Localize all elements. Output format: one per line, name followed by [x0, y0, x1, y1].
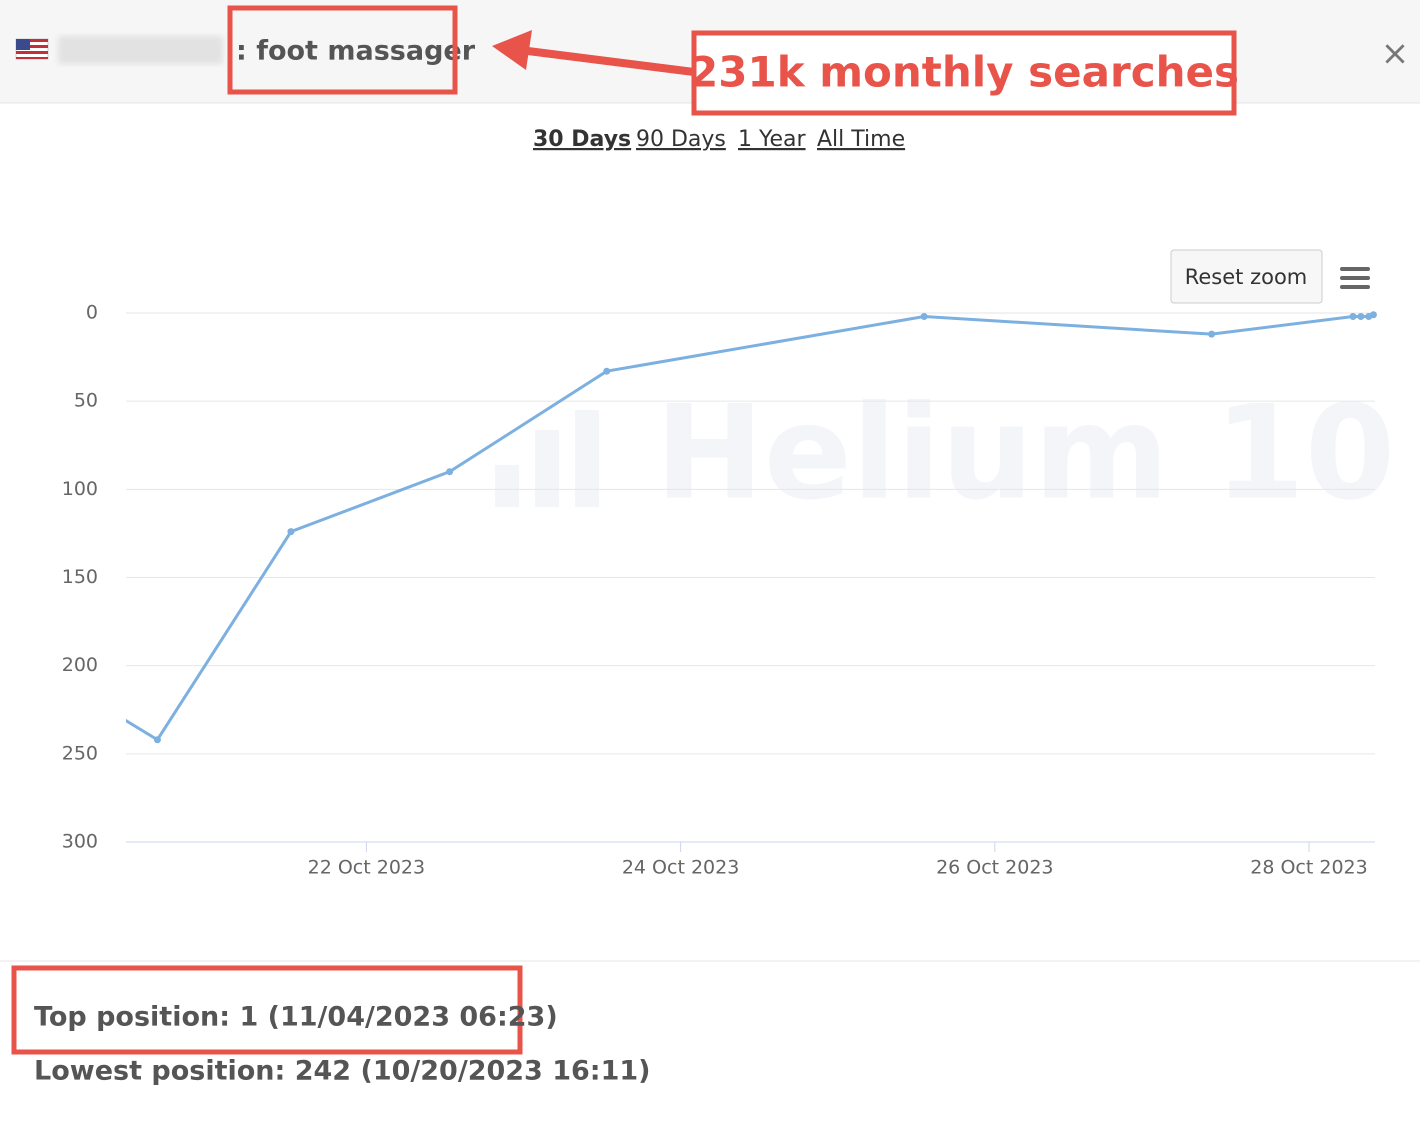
x-tick-label: 24 Oct 2023: [622, 857, 739, 879]
tab[interactable]: 1 Year: [738, 127, 807, 152]
highlight-box: [11, 965, 523, 1055]
y-tick-label: 100: [62, 478, 98, 500]
blurred-text: [58, 36, 223, 64]
x-tick-label: 22 Oct 2023: [308, 857, 425, 879]
arrow: [492, 30, 695, 76]
close-button[interactable]: ×: [1381, 34, 1410, 74]
point: [920, 313, 928, 321]
y-tick-label: 250: [62, 742, 98, 764]
watermark: Helium 10: [655, 377, 1395, 529]
top-position: Top position: 1 (11/04/2023 06:23): [34, 1002, 558, 1033]
x-tick-label: 26 Oct 2023: [936, 857, 1053, 879]
flag: [15, 38, 49, 60]
point: [153, 736, 161, 744]
reset-zoom-button[interactable]: [1170, 249, 1323, 304]
watermark-icon: [495, 410, 599, 507]
x-tick-label: 28 Oct 2023: [1250, 857, 1367, 879]
point: [287, 528, 295, 536]
point: [1369, 311, 1377, 319]
tabs: 30 Days 90 Days 1 Year All Time: [533, 127, 905, 152]
y-tick-label: 0: [86, 302, 98, 324]
chart: 0 50 100 150 200 250 300 22 Oct 2023 24 Oct 2023…: [62, 302, 1377, 879]
point: [1349, 313, 1357, 321]
point: [1208, 330, 1216, 338]
point: [96, 701, 103, 708]
plot-area: [96, 311, 1377, 744]
tab[interactable]: 90 Days: [636, 127, 726, 152]
tab[interactable]: All Time: [817, 127, 905, 152]
y-tick-label: 200: [62, 654, 98, 676]
y-tick-label: 300: [62, 831, 98, 853]
point: [1357, 313, 1365, 321]
keyword: : foot massager: [236, 36, 476, 67]
lowest-position: Lowest position: 242 (10/20/2023 16:11): [34, 1056, 651, 1087]
reset-zoom-label[interactable]: Reset zoom: [1185, 265, 1308, 289]
annotation-box: [691, 30, 1237, 116]
y-tick-label: 150: [62, 566, 98, 588]
y-tick-label: 50: [74, 390, 98, 412]
tab[interactable]: 30 Days: [533, 127, 631, 152]
annotation: 231k monthly searches: [689, 48, 1239, 97]
point: [446, 468, 454, 476]
menu-button[interactable]: [1340, 267, 1370, 289]
highlight-box: [227, 5, 458, 95]
point: [603, 367, 611, 375]
